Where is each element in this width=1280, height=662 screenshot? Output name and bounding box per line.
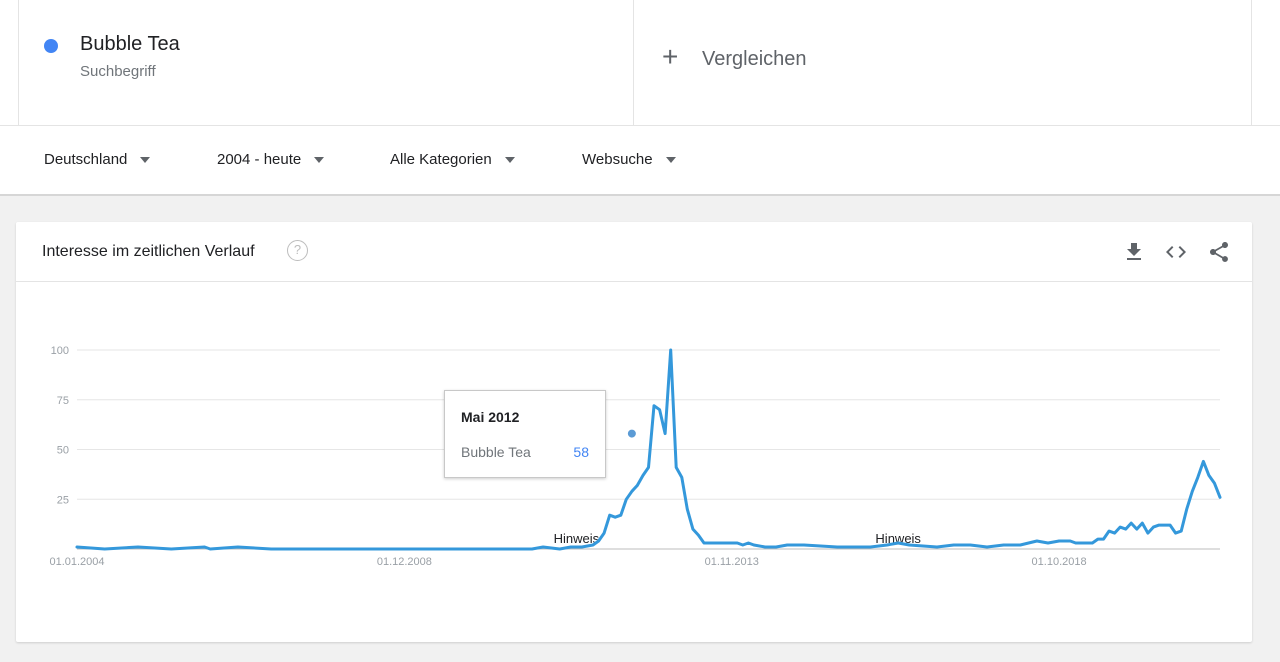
chevron-down-icon [140, 156, 151, 163]
y-tick-label: 75 [57, 395, 69, 407]
category-filter-label: Alle Kategorien [390, 151, 492, 168]
tooltip-value: 58 [573, 444, 589, 460]
time-range-filter-label: 2004 - heute [217, 151, 302, 168]
series-line-bubble-tea [75, 348, 1222, 551]
chart-annotation: Hinweis [554, 531, 600, 546]
x-tick-label: 01.12.2008 [377, 556, 432, 568]
interest-over-time-card: Interesse im zeitlichen Verlauf ? 25 50 75… [16, 222, 1252, 642]
chevron-down-icon [504, 156, 515, 163]
filter-bar: Deutschland 2004 - heute Alle Kategorien… [0, 126, 1280, 196]
download-icon[interactable] [1122, 240, 1146, 264]
search-type-filter[interactable]: Websuche [582, 151, 676, 168]
x-tick-label: 01.01.2004 [49, 556, 104, 568]
y-tick-label: 50 [57, 445, 69, 457]
term-type: Suchbegriff [80, 63, 156, 80]
term-color-dot [44, 39, 58, 53]
x-tick-label: 01.11.2013 [705, 556, 759, 568]
chevron-down-icon [665, 156, 676, 163]
card-title: Interesse im zeitlichen Verlauf [42, 243, 255, 260]
y-tick-label: 100 [51, 345, 69, 357]
card-header: Interesse im zeitlichen Verlauf ? [16, 222, 1252, 282]
search-terms-bar: Bubble Tea Suchbegriff + Vergleichen [0, 0, 1280, 126]
compare-label: Vergleichen [702, 48, 807, 70]
search-term-card[interactable]: Bubble Tea Suchbegriff [18, 0, 634, 126]
chart-tooltip: Mai 2012 Bubble Tea 58 [444, 390, 606, 478]
y-tick-label: 25 [57, 494, 69, 506]
x-tick-label: 01.10.2018 [1032, 556, 1087, 568]
plus-icon: + [662, 41, 679, 72]
time-range-filter[interactable]: 2004 - heute [217, 151, 325, 168]
region-filter-label: Deutschland [44, 151, 128, 168]
help-icon[interactable]: ? [287, 240, 308, 261]
highlight-point [626, 428, 637, 439]
category-filter[interactable]: Alle Kategorien [390, 151, 515, 168]
interest-line-chart[interactable]: 25 50 75 100 01.01.2004 01.12.2008 01.11.2013 0… [16, 282, 1252, 642]
share-icon[interactable] [1207, 240, 1231, 264]
compare-button[interactable]: + Vergleichen [634, 0, 1252, 126]
search-type-filter-label: Websuche [582, 151, 653, 168]
tooltip-date: Mai 2012 [461, 409, 520, 425]
embed-icon[interactable] [1164, 240, 1188, 264]
chevron-down-icon [314, 156, 325, 163]
tooltip-series: Bubble Tea [461, 444, 531, 460]
term-name: Bubble Tea [80, 33, 180, 55]
chart-annotation: Hinweis [875, 531, 921, 546]
region-filter[interactable]: Deutschland [44, 151, 151, 168]
